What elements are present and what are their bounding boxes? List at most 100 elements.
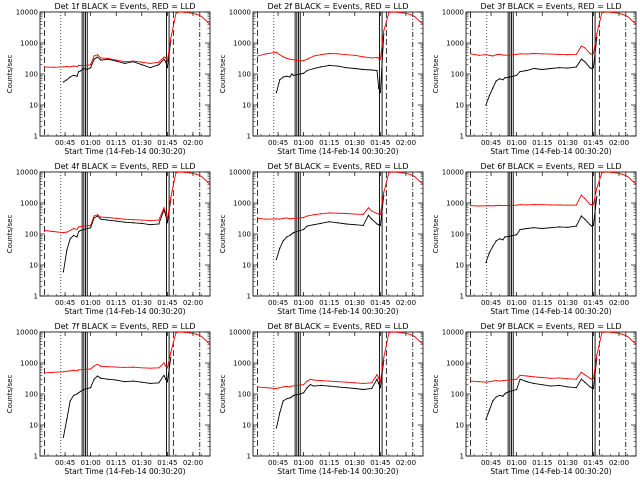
lld-point bbox=[626, 15, 629, 18]
lld-point bbox=[589, 203, 591, 206]
lld-point bbox=[391, 172, 393, 173]
lld-point bbox=[328, 52, 330, 55]
lld-point bbox=[422, 183, 423, 185]
y-tick-label: 1000 bbox=[233, 200, 251, 208]
events-point bbox=[62, 436, 64, 438]
events-point bbox=[275, 427, 277, 429]
lld-point bbox=[100, 216, 102, 218]
lld-point bbox=[396, 332, 399, 333]
events-point bbox=[100, 218, 102, 220]
x-tick-label: 02:00 bbox=[396, 139, 416, 147]
lld-point bbox=[516, 204, 518, 206]
x-tick-label: 01:30 bbox=[345, 139, 365, 147]
events-point bbox=[371, 387, 373, 390]
events-point bbox=[498, 394, 501, 397]
lld-point bbox=[66, 231, 68, 233]
y-tick-label: 10 bbox=[242, 102, 251, 110]
events-point bbox=[495, 396, 497, 398]
lld-point bbox=[378, 377, 380, 379]
lld-point bbox=[502, 205, 504, 207]
lld-point bbox=[165, 57, 167, 59]
lld-point bbox=[401, 172, 404, 174]
series-events-line bbox=[63, 40, 172, 83]
x-axis-label: Start Time (14-Feb-14 00:30:20) bbox=[277, 147, 398, 156]
y-tick-label: 100 bbox=[238, 71, 251, 79]
chart-svg-9: Det 9f BLACK = Events, RED = LLD 1 10 100 10… bbox=[432, 322, 637, 476]
events-point bbox=[376, 69, 378, 72]
lld-point bbox=[337, 212, 339, 214]
events-point bbox=[320, 384, 322, 386]
lld-point bbox=[69, 66, 71, 68]
events-point bbox=[62, 81, 64, 83]
lld-point bbox=[166, 60, 168, 62]
events-point bbox=[132, 380, 134, 382]
events-point bbox=[320, 66, 322, 68]
events-point bbox=[96, 375, 99, 377]
lld-point bbox=[294, 59, 296, 61]
events-point bbox=[279, 247, 281, 249]
events-point bbox=[502, 239, 504, 241]
events-point bbox=[166, 381, 168, 383]
events-point bbox=[495, 240, 497, 242]
lld-point bbox=[396, 172, 399, 173]
chart-svg-4: Det 4f BLACK = Events, RED = LLD 1 10 100 10… bbox=[6, 162, 211, 316]
events-point bbox=[306, 225, 308, 227]
events-point bbox=[124, 62, 126, 64]
lld-point bbox=[200, 175, 203, 178]
events-point bbox=[526, 69, 528, 72]
lld-point bbox=[303, 216, 305, 219]
lld-point bbox=[383, 356, 385, 359]
plot-frame bbox=[252, 11, 424, 137]
lld-point bbox=[282, 217, 284, 219]
lld-point bbox=[507, 204, 509, 207]
lld-point bbox=[78, 369, 80, 371]
lld-point bbox=[533, 52, 535, 55]
y-tick-label: 1 bbox=[247, 133, 251, 141]
events-point bbox=[303, 392, 305, 394]
lld-point bbox=[175, 332, 177, 334]
events-point bbox=[78, 230, 80, 233]
events-point bbox=[591, 225, 593, 227]
x-tick-label: 01:15 bbox=[532, 299, 552, 307]
events-point bbox=[115, 379, 117, 381]
lld-point bbox=[592, 53, 594, 55]
events-point bbox=[541, 384, 543, 386]
events-point bbox=[488, 252, 490, 254]
lld-point bbox=[495, 54, 497, 56]
x-tick-label: 01:45 bbox=[157, 299, 177, 307]
events-point bbox=[66, 79, 68, 81]
lld-point bbox=[635, 183, 636, 185]
lld-point bbox=[567, 204, 569, 206]
lld-point bbox=[279, 387, 281, 389]
lld-point bbox=[580, 371, 583, 373]
lld-point bbox=[163, 207, 165, 209]
events-point bbox=[378, 382, 380, 384]
events-point bbox=[362, 68, 364, 71]
x-tick-label: 01:30 bbox=[345, 299, 365, 307]
events-point bbox=[328, 221, 330, 223]
x-tick-label: 01:45 bbox=[370, 139, 390, 147]
lld-point bbox=[596, 354, 598, 356]
chart-title: Det 3f BLACK = Events, RED = LLD bbox=[480, 2, 621, 11]
lld-point bbox=[320, 380, 322, 382]
lld-point bbox=[62, 66, 64, 68]
lld-point bbox=[303, 384, 305, 386]
x-tick-label: 01:45 bbox=[157, 139, 177, 147]
y-tick-label: 10 bbox=[29, 102, 38, 110]
events-point bbox=[306, 69, 308, 72]
y-axis-label: Counts/sec bbox=[219, 375, 227, 414]
lld-point bbox=[141, 61, 143, 63]
events-point bbox=[158, 382, 160, 384]
y-tick-label: 10000 bbox=[442, 329, 464, 337]
events-point bbox=[79, 229, 82, 232]
lld-point bbox=[495, 380, 497, 382]
events-point bbox=[149, 382, 151, 384]
events-point bbox=[76, 393, 78, 395]
events-point bbox=[337, 65, 339, 67]
lld-point bbox=[303, 60, 305, 62]
events-point bbox=[115, 60, 117, 62]
x-tick-label: 01:45 bbox=[157, 459, 177, 467]
events-point bbox=[282, 76, 284, 78]
lld-point bbox=[313, 214, 315, 216]
